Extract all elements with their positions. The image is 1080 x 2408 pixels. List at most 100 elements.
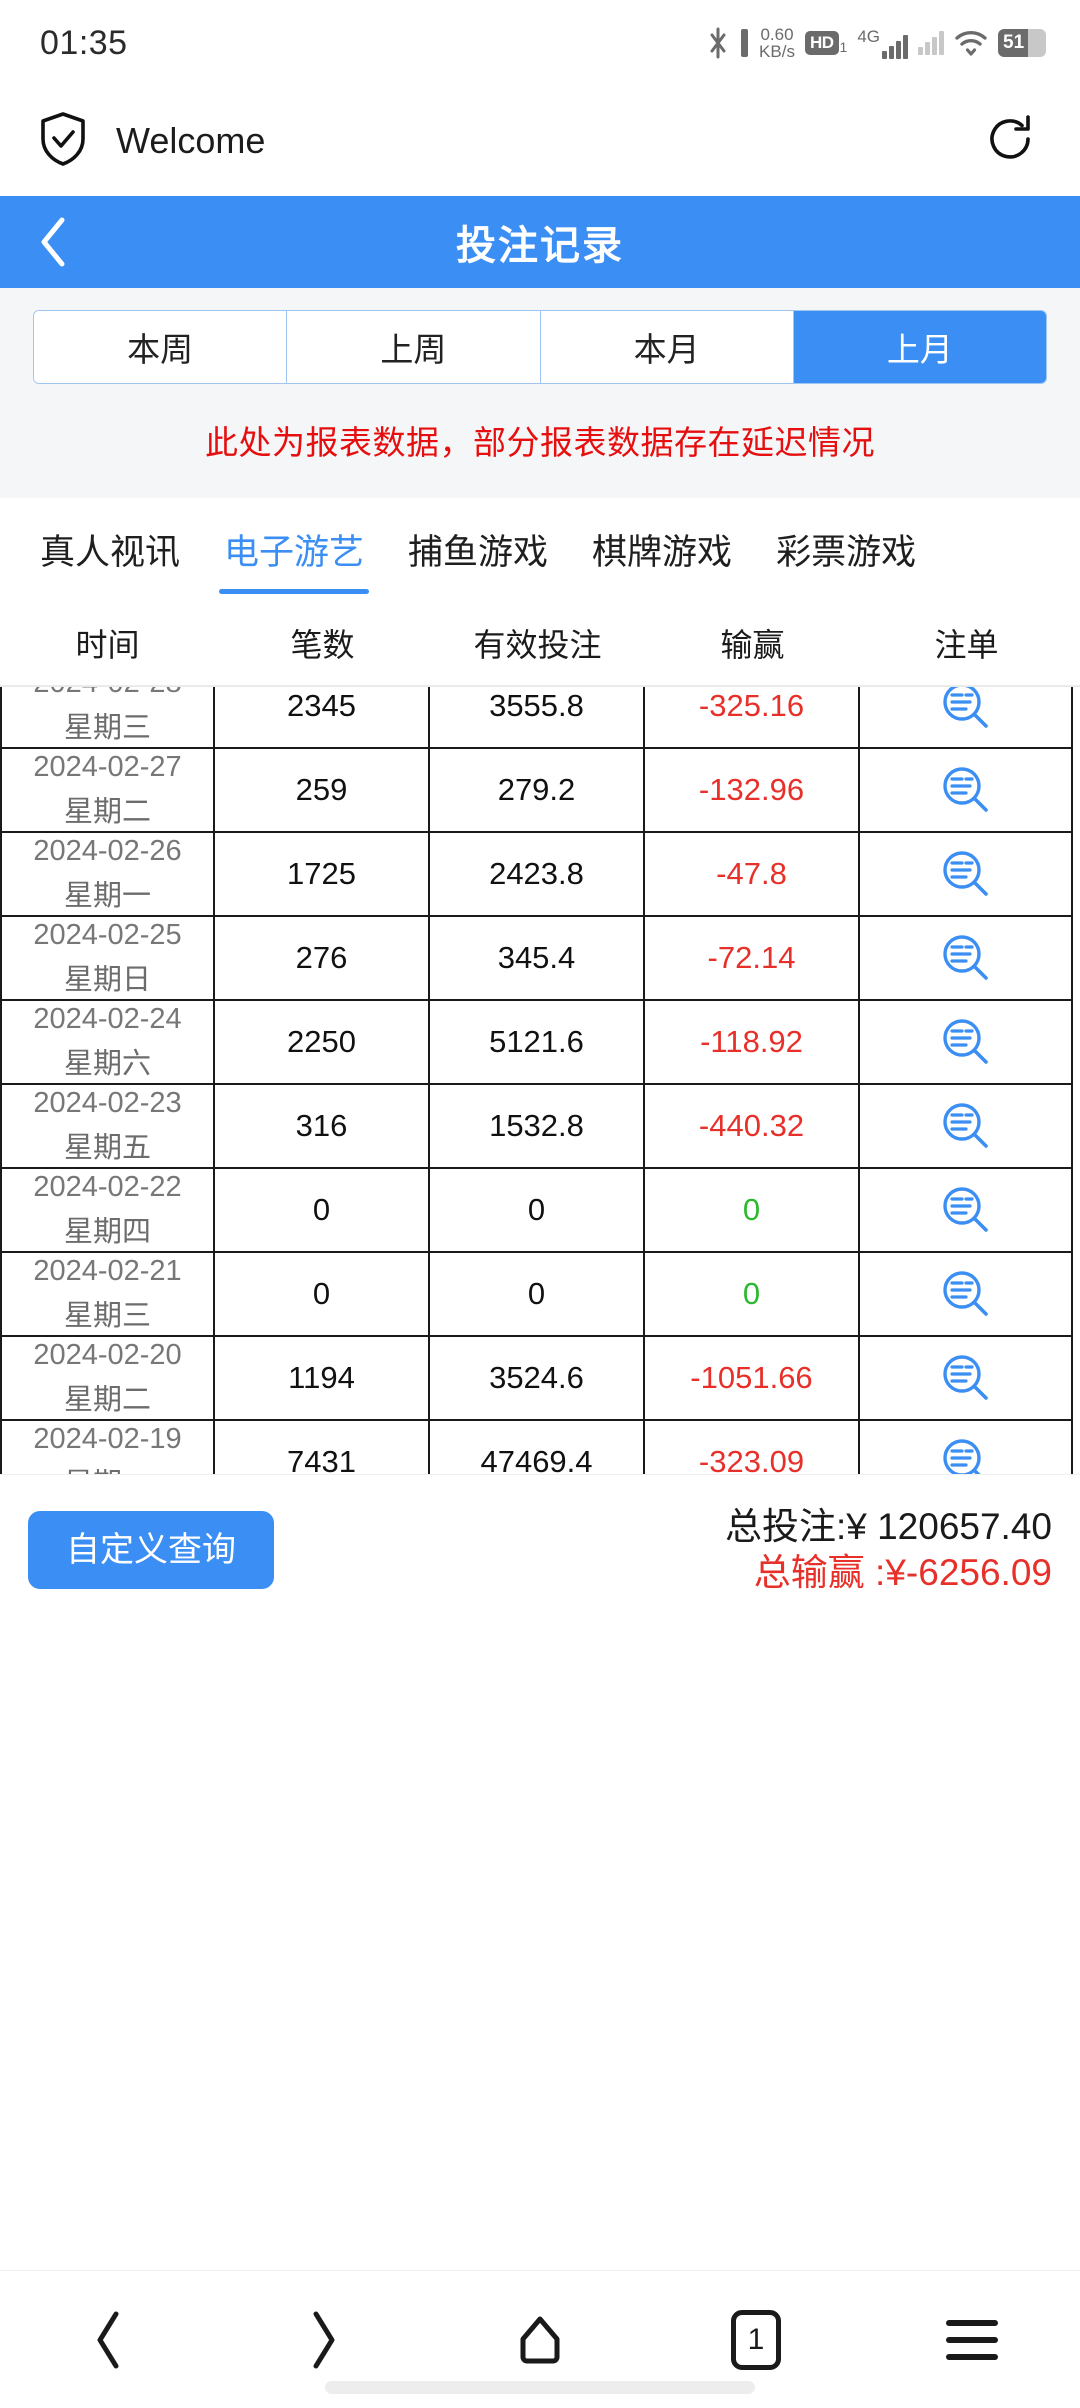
table-row: 2024-02-20 星期二 1194 3524.6 -1051.66 [0, 1337, 1073, 1421]
game-tab-fishing[interactable]: 捕鱼游戏 [408, 532, 549, 572]
cell-date-value: 2024-02-21 [33, 1255, 182, 1287]
page-title: Welcome [116, 120, 266, 161]
table-row: 2024-02-21 星期三 0 0 0 [0, 1253, 1073, 1337]
browser-title-group: Welcome [38, 111, 265, 172]
search-list-icon [942, 851, 988, 896]
refresh-icon[interactable] [984, 111, 1036, 172]
home-indicator [325, 2381, 755, 2394]
cell-date: 2024-02-25 星期日 [0, 917, 215, 999]
cell-date: 2024-02-20 星期二 [0, 1337, 215, 1419]
network-speed-unit: KB/s [759, 42, 795, 61]
cell-order-detail-button[interactable] [860, 749, 1073, 831]
cell-order-detail-button[interactable] [860, 687, 1073, 747]
chevron-left-icon[interactable] [30, 217, 76, 267]
cell-date: 2024-02-22 星期四 [0, 1169, 215, 1251]
app-header-title: 投注记录 [456, 224, 624, 268]
game-tab-card-games[interactable]: 棋牌游戏 [592, 532, 733, 572]
cell-date-value: 2024-02-27 [33, 751, 182, 783]
cell-date: 2024-02-21 星期三 [0, 1253, 215, 1335]
cell-winloss: 0 [645, 1169, 860, 1251]
table-row: 2024-02-27 星期二 259 279.2 -132.96 [0, 749, 1073, 833]
bet-records-table-body: 2024-02-28星期三23453555.8-325.162024-02-27… [0, 687, 1073, 1474]
cell-count: 259 [215, 749, 430, 831]
cell-date: 2024-02-19 星期一 [0, 1421, 215, 1474]
cell-date: 2024-02-24 星期六 [0, 1001, 215, 1083]
cell-date-value: 2024-02-28 [33, 687, 181, 698]
search-list-icon [942, 1103, 988, 1148]
cell-weekday-value: 星期二 [63, 1384, 151, 1416]
forward-icon[interactable] [278, 2294, 370, 2386]
cell-count: 276 [215, 917, 430, 999]
cell-order-detail-button[interactable] [860, 1337, 1073, 1419]
cell-date-value: 2024-02-19 [33, 1423, 182, 1455]
cell-date: 2024-02-27 星期二 [0, 749, 215, 831]
game-category-tabs[interactable]: 真人视讯 电子游艺 捕鱼游戏 棋牌游戏 彩票游戏 [0, 498, 1080, 600]
cell-order-detail-button[interactable] [860, 833, 1073, 915]
column-header-count: 笔数 [290, 626, 355, 663]
cell-winloss: -72.14 [645, 917, 860, 999]
cell-valid-bet: 3524.6 [430, 1337, 645, 1419]
browser-title-bar: Welcome [0, 86, 1080, 196]
cell-count: 7431 [215, 1421, 430, 1474]
cell-winloss: -132.96 [645, 749, 860, 831]
period-tab-this-month[interactable]: 本月 [540, 311, 794, 383]
cell-valid-bet: 0 [430, 1253, 645, 1335]
cell-weekday-value: 星期五 [63, 1132, 151, 1164]
network-speed-value: 0.60 [760, 25, 794, 44]
cell-count: 0 [215, 1253, 430, 1335]
bet-records-table-viewport[interactable]: 2024-02-28星期三23453555.8-325.162024-02-27… [0, 686, 1080, 1474]
period-segmented-control[interactable]: 本周 上周 本月 上月 [33, 310, 1047, 384]
total-winloss-amount: 总输赢 :¥-6256.09 [753, 1551, 1052, 1593]
bluetooth-icon [706, 27, 730, 59]
period-tab-last-month[interactable]: 上月 [793, 311, 1046, 383]
game-tab-lottery[interactable]: 彩票游戏 [776, 532, 917, 572]
delay-notice-text: 此处为报表数据，部分报表数据存在延迟情况 [205, 424, 875, 461]
column-header-orders: 注单 [934, 626, 999, 663]
search-list-icon [942, 1355, 988, 1400]
period-tab-this-week[interactable]: 本周 [34, 311, 288, 383]
cell-date: 2024-02-26 星期一 [0, 833, 215, 915]
cell-valid-bet: 47469.4 [430, 1421, 645, 1474]
cell-winloss: -118.92 [645, 1001, 860, 1083]
summary-bar: 自定义查询 总投注:¥ 120657.40 总输赢 :¥-6256.09 [0, 1474, 1080, 1624]
cell-count: 316 [215, 1085, 430, 1167]
filter-section: 本周 上周 本月 上月 此处为报表数据，部分报表数据存在延迟情况 [0, 288, 1080, 498]
cell-order-detail-button[interactable] [860, 1253, 1073, 1335]
cell-order-detail-button[interactable] [860, 1085, 1073, 1167]
cell-weekday-value: 星期三 [63, 1300, 151, 1332]
back-icon[interactable] [62, 2294, 154, 2386]
cell-order-detail-button[interactable] [860, 1421, 1073, 1474]
tab-count-button[interactable]: 1 [710, 2294, 802, 2386]
tab-count-label: 1 [731, 2309, 781, 2370]
cell-valid-bet: 279.2 [430, 749, 645, 831]
home-icon[interactable] [494, 2294, 586, 2386]
battery-percent: 51 [1003, 32, 1025, 53]
cell-winloss: -325.16 [645, 687, 860, 747]
game-tab-live-casino[interactable]: 真人视讯 [40, 532, 181, 572]
table-row: 2024-02-26 星期一 1725 2423.8 -47.8 [0, 833, 1073, 917]
cell-winloss: -47.8 [645, 833, 860, 915]
cell-order-detail-button[interactable] [860, 917, 1073, 999]
cell-date-value: 2024-02-26 [33, 835, 182, 867]
cell-weekday-value: 星期一 [63, 880, 151, 912]
cell-order-detail-button[interactable] [860, 1001, 1073, 1083]
cell-winloss: -440.32 [645, 1085, 860, 1167]
cell-weekday-value: 星期四 [63, 1216, 151, 1248]
cell-weekday-value: 星期六 [63, 1048, 151, 1080]
search-list-icon [942, 1019, 988, 1064]
menu-icon[interactable] [926, 2294, 1018, 2386]
period-tab-last-week[interactable]: 上周 [287, 311, 541, 383]
game-tab-slots[interactable]: 电子游艺 [202, 498, 386, 600]
hd-badge-label: HD [804, 31, 839, 55]
search-list-icon [942, 767, 988, 812]
hd-voice-icon: HD 1 [804, 31, 847, 55]
custom-query-button[interactable]: 自定义查询 [28, 1510, 274, 1589]
network-speed-indicator: 0.60 KB/s [759, 26, 795, 60]
cell-winloss: -1051.66 [645, 1337, 860, 1419]
cell-date-value: 2024-02-24 [33, 1003, 182, 1035]
search-list-icon [942, 1187, 988, 1232]
cell-order-detail-button[interactable] [860, 1169, 1073, 1251]
search-list-icon [942, 1271, 988, 1316]
table-header-row: 时间 笔数 有效投注 输赢 注单 [0, 600, 1080, 686]
